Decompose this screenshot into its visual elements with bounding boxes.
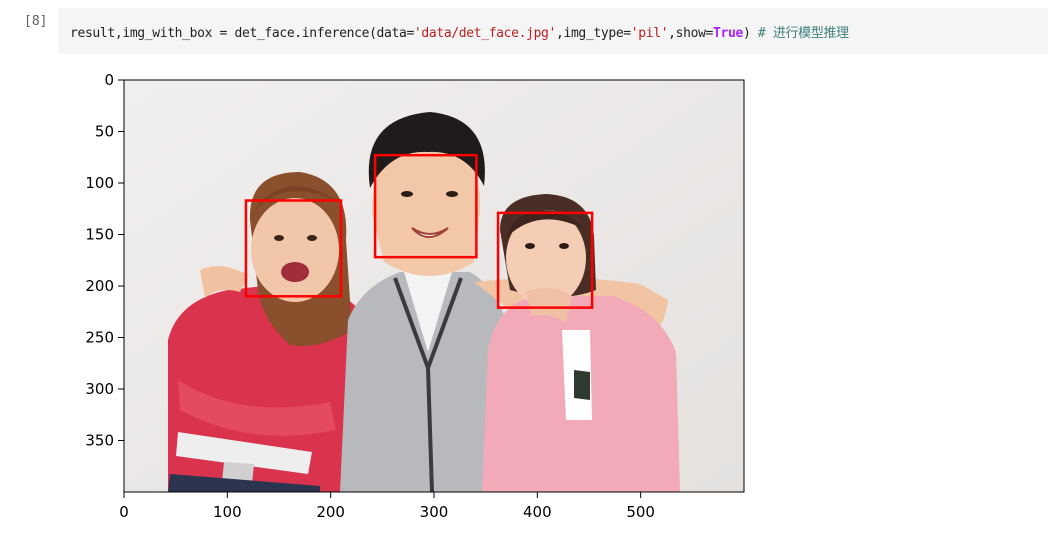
face-bounding-box [496, 211, 594, 309]
cell-prompt: [8] [24, 14, 48, 29]
y-tick-label: 150 [85, 226, 114, 244]
code-string-token: 'data/det_face.jpg' [413, 26, 556, 41]
x-tick-label: 0 [119, 503, 129, 521]
x-tick-label: 200 [316, 503, 345, 521]
y-tick-label: 350 [85, 432, 114, 450]
face-bounding-box [244, 199, 343, 298]
photo [124, 80, 744, 493]
x-tick-label: 300 [420, 503, 449, 521]
person-middle [340, 112, 668, 493]
code-token: result,img_with_box = det_face.inference… [70, 26, 414, 41]
detection-boxes [244, 153, 594, 309]
code-token: ,show= [668, 26, 714, 41]
code-comment-token: # 进行模型推理 [750, 26, 849, 41]
face-bounding-box [373, 153, 478, 259]
code-keyword-token: True [713, 26, 743, 41]
y-tick-label: 200 [85, 277, 114, 295]
x-tick-label: 100 [213, 503, 242, 521]
y-tick-label: 50 [95, 123, 114, 141]
person-left [168, 172, 372, 492]
code-token: ,img_type= [556, 26, 631, 41]
person-right [482, 194, 680, 492]
y-tick-label: 0 [104, 71, 114, 89]
axes-ticks: 0 100 200 300 400 500 0 50 100 150 200 250 300 350 [85, 71, 655, 521]
x-tick-label: 400 [523, 503, 552, 521]
y-tick-label: 250 [85, 329, 114, 347]
code-token: ) [742, 26, 751, 41]
y-tick-label: 300 [85, 380, 114, 398]
code-line: result,img_with_box = det_face.inference… [70, 22, 849, 41]
y-tick-label: 100 [85, 174, 114, 192]
x-tick-label: 500 [626, 503, 655, 521]
code-cell-input[interactable]: result,img_with_box = det_face.inference… [58, 8, 1048, 54]
code-string-token: 'pil' [630, 26, 669, 41]
